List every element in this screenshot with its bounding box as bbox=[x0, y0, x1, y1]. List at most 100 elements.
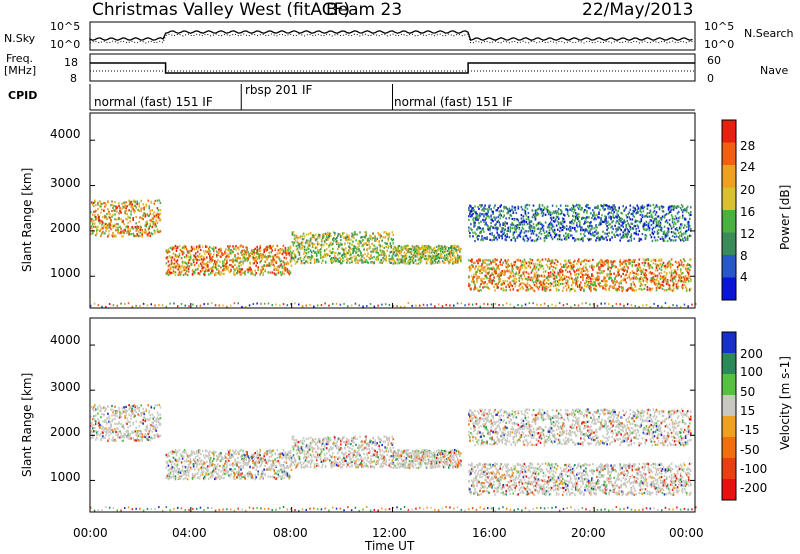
power-cell bbox=[384, 258, 386, 261]
velocity-cell bbox=[263, 459, 265, 463]
velocity-cell bbox=[249, 474, 251, 477]
power-cell bbox=[124, 210, 126, 213]
velocity-cell bbox=[149, 429, 152, 432]
velocity-cell bbox=[418, 451, 421, 454]
velocity-cell bbox=[184, 477, 187, 480]
velocity-cell bbox=[120, 435, 122, 438]
power-cell bbox=[266, 245, 269, 248]
velocity-cell bbox=[367, 456, 369, 459]
velocity-cell bbox=[413, 450, 416, 453]
power-ytick-1000: 1000 bbox=[50, 266, 81, 280]
velocity-cell bbox=[101, 436, 103, 439]
power-cell bbox=[310, 242, 313, 245]
velocity-cell bbox=[292, 461, 295, 464]
power-cell bbox=[268, 246, 271, 249]
power-cell bbox=[259, 249, 261, 252]
power-cell bbox=[376, 251, 378, 254]
power-cell bbox=[186, 263, 189, 266]
velocity-cell bbox=[173, 466, 176, 470]
velocity-cell bbox=[233, 463, 235, 466]
power-cell bbox=[299, 258, 302, 261]
velocity-cell bbox=[370, 465, 372, 468]
velocity-cell bbox=[357, 451, 359, 454]
power-cell bbox=[195, 247, 198, 250]
power-cell bbox=[196, 250, 199, 253]
power-cell bbox=[397, 250, 400, 253]
power-cell bbox=[429, 246, 432, 249]
power-cell bbox=[244, 250, 246, 253]
velocity-cell bbox=[286, 453, 289, 456]
velocity-cell bbox=[253, 453, 255, 456]
power-cell bbox=[366, 255, 368, 258]
velocity-cell bbox=[395, 453, 398, 456]
power-cell bbox=[223, 264, 225, 267]
velocity-cell bbox=[184, 450, 187, 453]
velocity-cell bbox=[483, 482, 485, 485]
velocity-cell bbox=[345, 451, 347, 454]
velocity-cell bbox=[490, 465, 492, 468]
velocity-cell bbox=[292, 445, 295, 448]
power-cell bbox=[189, 249, 192, 252]
velocity-cell bbox=[407, 452, 410, 455]
power-cell bbox=[381, 239, 383, 242]
power-cell bbox=[151, 220, 154, 223]
velocity-cell bbox=[210, 457, 212, 460]
velocity-cell bbox=[107, 417, 109, 420]
power-cell bbox=[98, 215, 100, 218]
velocity-cell bbox=[452, 464, 454, 468]
power-cell bbox=[422, 247, 425, 250]
velocity-cell bbox=[350, 443, 352, 446]
power-cell bbox=[414, 250, 417, 253]
power-cell bbox=[107, 201, 109, 204]
velocity-cell bbox=[313, 464, 316, 467]
velocity-cell bbox=[206, 466, 208, 469]
velocity-cell bbox=[175, 469, 178, 472]
power-cell bbox=[381, 250, 383, 253]
power-cbar-tick-4: 12 bbox=[740, 227, 756, 241]
velocity-cell bbox=[303, 439, 306, 442]
velocity-cell bbox=[506, 463, 508, 466]
velocity-cell bbox=[199, 474, 202, 477]
power-cell bbox=[223, 261, 225, 264]
power-cell bbox=[286, 268, 289, 271]
velocity-cell bbox=[295, 449, 298, 452]
power-cell bbox=[139, 234, 141, 237]
power-cell bbox=[139, 216, 141, 219]
power-cell bbox=[233, 273, 235, 276]
xtick-6: 00:00 bbox=[669, 526, 704, 540]
velocity-cell bbox=[389, 466, 392, 469]
velocity-cell bbox=[451, 456, 453, 459]
power-cell bbox=[327, 233, 329, 236]
power-cell bbox=[185, 256, 188, 259]
power-cell bbox=[495, 263, 497, 266]
power-cell bbox=[167, 250, 170, 253]
velocity-cell bbox=[418, 455, 421, 458]
velocity-cell bbox=[393, 450, 396, 453]
power-cell bbox=[236, 272, 238, 275]
velocity-cell bbox=[445, 463, 448, 466]
velocity-cell bbox=[239, 472, 241, 475]
velocity-cell bbox=[111, 408, 113, 411]
velocity-cell bbox=[232, 455, 234, 458]
velocity-cell bbox=[95, 422, 97, 426]
power-cell bbox=[390, 245, 393, 248]
velocity-cell bbox=[513, 468, 516, 471]
freq-tick-low: 8 bbox=[70, 72, 77, 85]
power-cell bbox=[281, 270, 284, 273]
velocity-cell bbox=[325, 443, 328, 446]
velocity-cell bbox=[450, 460, 452, 463]
power-cell bbox=[433, 258, 436, 261]
velocity-cell bbox=[505, 490, 507, 493]
velocity-cell bbox=[121, 435, 123, 438]
power-cell bbox=[119, 209, 121, 212]
power-cell bbox=[171, 262, 174, 265]
power-cell bbox=[375, 251, 377, 254]
power-cell bbox=[477, 260, 479, 263]
velocity-cell bbox=[222, 473, 224, 476]
velocity-cell bbox=[503, 475, 505, 478]
velocity-cell bbox=[332, 455, 334, 458]
velocity-cell bbox=[460, 452, 462, 455]
power-cell bbox=[248, 269, 250, 272]
velocity-cell bbox=[119, 436, 121, 439]
power-cell bbox=[116, 206, 118, 210]
